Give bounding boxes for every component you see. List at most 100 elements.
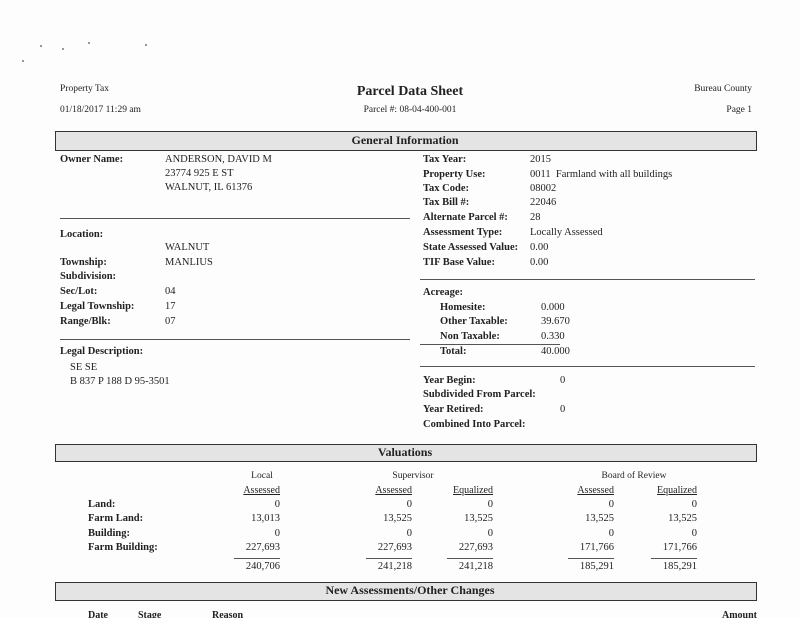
section-title: Valuations (377, 445, 433, 459)
section-title: General Information (351, 133, 459, 147)
field-value: 0.00 (530, 242, 549, 253)
field-value: 04 (165, 286, 176, 297)
cell: 0 (274, 527, 280, 539)
field-value: 08002 (530, 183, 557, 194)
field-value: 2015 (530, 154, 551, 165)
section-title: New Assessments/Other Changes (325, 583, 495, 597)
rule (447, 558, 493, 559)
field-label: Year Retired: (423, 404, 484, 415)
group-header: Supervisor (392, 471, 434, 481)
rule (366, 558, 412, 559)
total-cell: 241,218 (458, 561, 493, 572)
cell: 13,525 (383, 513, 412, 525)
field-value: ANDERSON, DAVID M (165, 154, 272, 165)
row-label: Building: (88, 527, 131, 539)
total-cell: 240,706 (245, 561, 280, 572)
cell: 227,693 (458, 541, 493, 553)
header-text: Bureau County (694, 84, 752, 94)
column-header: Reason (212, 610, 244, 618)
cell: 0 (487, 499, 493, 510)
rule (568, 558, 614, 559)
field-label: Subdivided From Parcel: (423, 389, 536, 400)
cell: 0 (406, 527, 412, 539)
field-label: Subdivision: (60, 271, 117, 282)
field-label: Combined Into Parcel: (423, 419, 526, 430)
field-label: Tax Year: (423, 154, 467, 165)
field-label: Total: (440, 346, 467, 357)
cell: 0 (608, 499, 614, 510)
cell: 13,525 (585, 513, 614, 525)
field-label: Owner Name: (60, 154, 124, 165)
rule (420, 344, 560, 345)
rule (234, 558, 280, 559)
speck (145, 44, 147, 46)
rule (60, 339, 410, 340)
field-value: 0 (560, 375, 566, 386)
group-header: Board of Review (601, 471, 667, 481)
field-label: Range/Blk: (60, 316, 111, 327)
speck (88, 42, 90, 44)
field-value: WALNUT, IL 61376 (165, 182, 253, 193)
cell: 0 (487, 527, 493, 539)
rule (60, 218, 410, 219)
field-value: 40.000 (541, 346, 570, 357)
field-label: Alternate Parcel #: (423, 212, 508, 223)
field-value: Locally Assessed (530, 227, 603, 238)
doc-title: Parcel Data Sheet (356, 84, 464, 99)
field-value: 0.000 (541, 302, 565, 313)
column-header: Stage (138, 610, 162, 618)
field-label: Year Begin: (423, 375, 476, 386)
field-label: State Assessed Value: (423, 242, 519, 253)
field-value: 22046 (530, 197, 557, 208)
field-label: Location: (60, 229, 104, 240)
cell: 0 (608, 527, 614, 539)
parcel-number: Parcel #: 08-04-400-001 (363, 105, 457, 115)
section-bar (55, 444, 757, 462)
field-value: 07 (165, 316, 176, 327)
row-label: Land: (88, 499, 116, 510)
field-label: Assessment Type: (423, 227, 503, 238)
field-label: TIF Base Value: (423, 257, 495, 268)
cell: 13,013 (251, 513, 280, 525)
column-header: Amount (721, 610, 757, 618)
column-header: Equalized (453, 485, 493, 496)
total-cell: 185,291 (662, 561, 697, 572)
field-label: Acreage: (423, 287, 464, 298)
field-value: B 837 P 188 D 95-3501 (70, 376, 170, 387)
field-value: 17 (165, 301, 176, 312)
rule (420, 366, 755, 367)
field-label: Other Taxable: (440, 316, 508, 327)
cell: 0 (691, 499, 697, 510)
cell: 171,766 (662, 541, 697, 553)
header-text: Property Tax (60, 84, 110, 94)
header-text: 01/18/2017 11:29 am (60, 105, 141, 115)
field-label: Property Use: (423, 169, 486, 180)
field-value: 28 (530, 212, 541, 223)
field-label: Tax Code: (423, 183, 469, 194)
cell: 171,766 (579, 541, 614, 553)
field-label: Legal Township: (60, 301, 135, 312)
speck (22, 60, 24, 62)
column-header: Assessed (243, 485, 280, 496)
column-header: Assessed (577, 485, 614, 496)
total-cell: 185,291 (579, 561, 614, 572)
section-bar (55, 582, 757, 601)
field-value: 0 (560, 404, 566, 415)
field-label: Tax Bill #: (423, 197, 470, 208)
group-header: Local (251, 471, 273, 481)
cell: 0 (691, 527, 697, 539)
speck (40, 45, 42, 47)
column-header: Assessed (375, 485, 412, 496)
cell: 13,525 (668, 513, 697, 525)
row-label: Farm Land: (88, 513, 144, 525)
speck (62, 48, 64, 50)
field-label: Non Taxable: (440, 331, 500, 342)
field-label: Homesite: (440, 302, 486, 313)
rule (651, 558, 697, 559)
field-value: WALNUT (165, 242, 210, 253)
column-header: Equalized (657, 485, 697, 496)
field-value: 23774 925 E ST (165, 168, 234, 179)
row-label: Farm Building: (88, 541, 158, 553)
rule (420, 279, 755, 280)
